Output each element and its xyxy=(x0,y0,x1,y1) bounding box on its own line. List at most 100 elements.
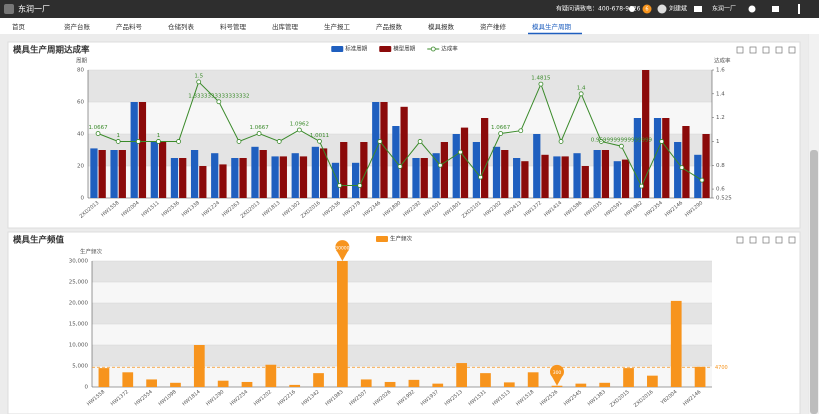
legend-swatch xyxy=(331,46,344,52)
nav-tab[interactable]: 资产维修 xyxy=(480,22,507,31)
nav-tab[interactable]: 产品报数 xyxy=(376,22,403,31)
toolbox-icon[interactable] xyxy=(762,236,770,244)
scrollbar-thumb[interactable] xyxy=(810,150,818,414)
y-tick-label: 15,000 xyxy=(69,322,89,328)
bar xyxy=(311,146,319,198)
toolbox-icon[interactable] xyxy=(788,236,796,244)
line-point xyxy=(699,177,705,183)
max-pin xyxy=(335,240,350,261)
data-label: 1.0667 xyxy=(249,125,269,131)
bar xyxy=(573,153,581,198)
legend-marker xyxy=(430,46,436,52)
nav-tab[interactable]: 模具报数 xyxy=(428,22,455,31)
data-label: 1.0667 xyxy=(88,125,108,131)
more-icon[interactable] xyxy=(798,4,800,14)
nav-tab[interactable]: 产品料号 xyxy=(116,22,143,31)
nav-tab[interactable]: 仓储列表 xyxy=(168,22,195,31)
bar xyxy=(647,375,658,387)
line-point xyxy=(639,183,644,189)
pin-label: 300 xyxy=(553,370,562,376)
bar xyxy=(682,126,690,198)
bar xyxy=(460,127,469,198)
brand: 东润一厂 xyxy=(18,4,50,14)
nav-bar xyxy=(0,18,819,34)
min-pin xyxy=(550,364,564,386)
bar xyxy=(313,373,324,387)
bar xyxy=(472,142,481,198)
bar xyxy=(456,363,467,387)
line-point xyxy=(196,79,202,85)
line-point xyxy=(558,139,564,144)
bar xyxy=(199,166,207,198)
logo xyxy=(4,4,14,14)
y-tick-label: 0 xyxy=(85,385,89,391)
box-icon[interactable] xyxy=(772,6,779,12)
data-label: 1.0667 xyxy=(491,125,511,131)
nav-tab[interactable]: 模具生产周期 xyxy=(532,22,572,31)
bar xyxy=(432,383,444,387)
line-point xyxy=(317,138,322,144)
bar xyxy=(146,379,157,387)
bar xyxy=(662,118,670,198)
chart-title: 模具生产频值 xyxy=(13,235,65,246)
bar xyxy=(575,383,587,387)
bar xyxy=(193,345,205,387)
bar xyxy=(702,134,710,198)
nav-tab[interactable]: 出库管理 xyxy=(272,22,299,31)
bell-icon[interactable] xyxy=(629,6,635,12)
legend-label[interactable]: 生产频次 xyxy=(390,235,413,243)
toolbox-icon[interactable] xyxy=(788,46,796,54)
toolbox-icon[interactable] xyxy=(775,46,783,54)
toolbox-icon[interactable] xyxy=(749,46,757,54)
split-area xyxy=(92,282,712,303)
bar xyxy=(670,300,682,387)
bar xyxy=(527,372,539,387)
badge-count: 6 xyxy=(645,7,648,13)
bar xyxy=(340,142,348,198)
nav-tab[interactable]: 生产报工 xyxy=(324,22,351,31)
toolbox-icon[interactable] xyxy=(762,46,770,54)
data-label: 1 xyxy=(157,133,161,139)
bar xyxy=(150,142,158,198)
legend-label[interactable]: 达成率 xyxy=(441,45,458,53)
org-name[interactable]: 东润一厂 xyxy=(712,5,736,13)
top-bar xyxy=(0,0,819,18)
bar xyxy=(251,146,259,198)
data-label: 1.4 xyxy=(577,85,586,91)
bar xyxy=(613,161,621,198)
legend-label[interactable]: 标准周期 xyxy=(345,45,368,53)
legend-swatch xyxy=(379,46,392,52)
data-label: 1.4815 xyxy=(531,76,551,82)
settings-icon[interactable] xyxy=(748,5,756,13)
y-tick-label: 40 xyxy=(77,132,84,138)
line-point xyxy=(437,162,443,168)
nav-tab[interactable]: 首页 xyxy=(12,22,26,31)
bar xyxy=(271,156,279,198)
y2-tick-label: 0.8 xyxy=(716,163,725,169)
y-tick-label: 25,000 xyxy=(69,280,89,286)
toolbox-icon[interactable] xyxy=(749,236,757,244)
bar xyxy=(599,382,611,387)
school-icon[interactable] xyxy=(694,6,702,12)
nav-tab[interactable]: 资产台账 xyxy=(64,22,91,31)
split-area xyxy=(88,70,712,102)
line-point xyxy=(276,139,282,144)
line-point xyxy=(135,139,141,144)
nav-tab[interactable]: 料号管理 xyxy=(220,22,247,31)
badge xyxy=(642,4,652,14)
toolbox-icon[interactable] xyxy=(736,236,744,244)
y2-tick-label: 1.4 xyxy=(716,91,725,97)
toolbox-icon[interactable] xyxy=(736,46,744,54)
bar xyxy=(231,158,239,198)
y-tick-label: 0 xyxy=(81,196,85,202)
line-point xyxy=(498,131,504,136)
legend-label[interactable]: 模型周期 xyxy=(393,45,416,53)
avatar[interactable] xyxy=(657,4,667,14)
bar xyxy=(694,366,706,387)
bar xyxy=(118,150,126,198)
toolbox-icon[interactable] xyxy=(775,236,783,244)
bar xyxy=(653,118,662,198)
bar xyxy=(122,372,134,387)
user-name[interactable]: 刘建斌 xyxy=(669,5,687,13)
